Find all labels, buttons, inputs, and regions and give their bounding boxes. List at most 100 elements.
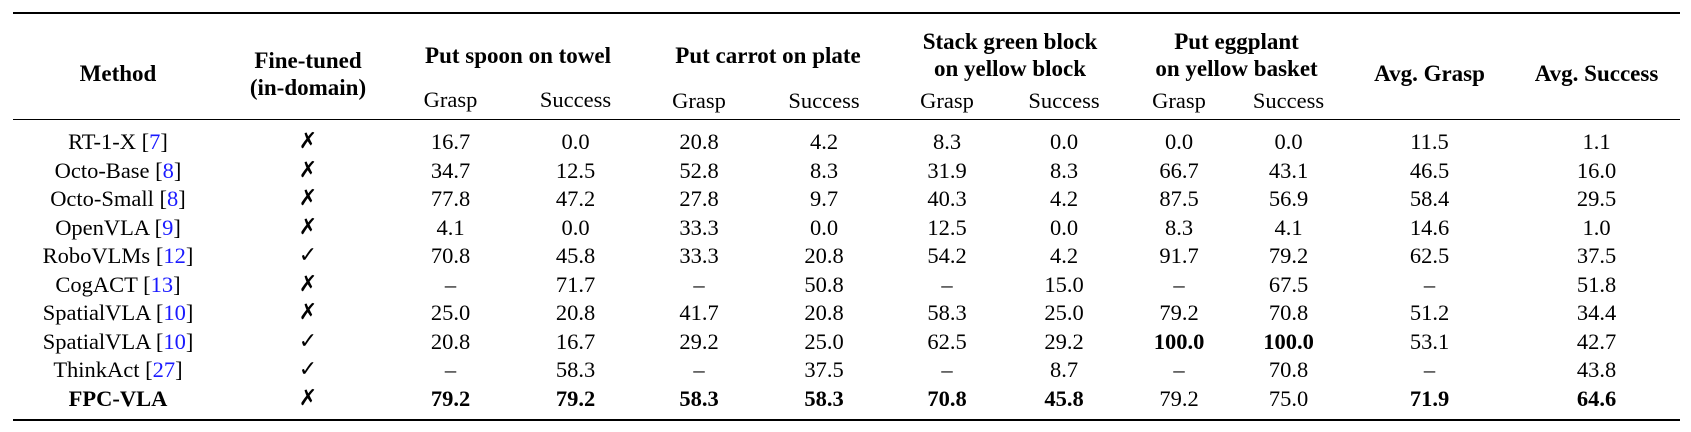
header-avg-success: Avg. Success: [1513, 12, 1681, 120]
cell-avg-grasp: 53.1: [1409, 328, 1450, 354]
cross-icon: ✗: [298, 129, 318, 154]
cell-eggplant-grasp: –: [1173, 357, 1185, 382]
cell-avg-success: 42.7: [1576, 328, 1617, 354]
checkmark-icon: ✓: [298, 328, 318, 354]
citation-link[interactable]: 12: [163, 243, 186, 268]
cell-carrot-grasp: 52.8: [679, 157, 719, 183]
cell-stack-grasp: 12.5: [927, 214, 967, 240]
method-name: SpatialVLA: [42, 300, 151, 325]
cell-stack-grasp: –: [941, 271, 953, 297]
method-name: SpatialVLA: [42, 328, 151, 354]
cell-spoon-success: 0.0: [561, 129, 590, 154]
cell-spoon-success: 47.2: [555, 186, 596, 211]
cell-stack-success: 0.0: [1049, 129, 1079, 154]
cell-avg-grasp: –: [1423, 271, 1436, 297]
cell-stack-success: 45.8: [1001, 384, 1128, 421]
citation-link[interactable]: 8: [167, 186, 179, 211]
cell-spoon-grasp: 79.2: [393, 384, 508, 421]
citation-link[interactable]: 27: [152, 357, 176, 382]
method-name: RT-1-X: [68, 129, 136, 154]
cell-avg-grasp: 46.5: [1409, 157, 1450, 183]
subheader-success: Success: [1001, 82, 1128, 120]
method-name: FPC-VLA: [68, 385, 168, 411]
cell-spoon-grasp: 4.1: [436, 214, 465, 240]
cell-avg-success: 43.8: [1576, 357, 1617, 382]
cell-spoon-success: 0.0: [561, 214, 590, 240]
cell-carrot-grasp: 20.8: [679, 129, 719, 154]
method-name: CogACT: [55, 271, 138, 297]
cell-avg-success: 1.1: [1582, 129, 1611, 154]
cell-spoon-grasp: 25.0: [430, 300, 471, 325]
cell-carrot-grasp: 41.7: [679, 300, 719, 325]
header-task-carrot: Put carrot on plate: [643, 12, 894, 82]
table-row: Octo-Base [8] ✗ 34.7 12.5 52.8 8.3 31.9 8.3 66.7…: [13, 157, 1680, 186]
cell-stack-grasp: 54.2: [927, 243, 967, 268]
cell-eggplant-success: 67.5: [1268, 271, 1309, 297]
citation-link[interactable]: 10: [163, 328, 186, 354]
method-name: RoboVLMs: [42, 243, 151, 268]
cell-stack-grasp: 62.5: [927, 328, 967, 354]
cell-spoon-success: 79.2: [508, 384, 644, 421]
subheader-grasp: Grasp: [893, 82, 1002, 120]
cell-stack-grasp: 70.8: [893, 384, 1002, 421]
citation-link[interactable]: 8: [162, 157, 174, 183]
cell-stack-grasp: –: [941, 357, 953, 382]
cell-carrot-grasp: 27.8: [679, 186, 719, 211]
cell-stack-grasp: 58.3: [927, 300, 967, 325]
cell-avg-grasp: 58.4: [1409, 186, 1450, 211]
cell-eggplant-grasp: 100.0: [1153, 328, 1205, 354]
citation-link[interactable]: 10: [163, 300, 186, 325]
cell-spoon-success: 45.8: [555, 243, 596, 268]
cross-icon: ✗: [223, 384, 393, 421]
cell-stack-success: 0.0: [1049, 214, 1079, 240]
cell-carrot-grasp: 29.2: [679, 328, 719, 354]
cell-avg-success: 1.0: [1582, 214, 1611, 240]
header-task-stack-line1: Stack green block: [922, 29, 1098, 54]
cell-stack-grasp: 8.3: [932, 129, 962, 154]
cell-eggplant-grasp: 91.7: [1159, 243, 1199, 268]
table-row: SpatialVLA [10] ✓ 20.8 16.7 29.2 25.0 62.5 29.2…: [13, 328, 1680, 357]
cell-carrot-success: 0.0: [809, 214, 839, 240]
checkmark-icon: ✓: [298, 243, 318, 268]
citation-link[interactable]: 13: [150, 271, 174, 297]
cell-stack-success: 4.2: [1049, 186, 1079, 211]
citation-link[interactable]: 9: [162, 214, 174, 240]
cell-eggplant-success: 70.8: [1268, 300, 1309, 325]
citation-link[interactable]: 7: [149, 129, 161, 154]
cross-icon: ✗: [298, 214, 318, 240]
cell-carrot-grasp: –: [693, 357, 705, 382]
table-row: RT-1-X [7] ✗ 16.7 0.0 20.8 4.2 8.3 0.0 0.0 0.0 11.…: [13, 120, 1680, 157]
cell-carrot-success: 9.7: [809, 186, 839, 211]
method-cell: Octo-Base [8]: [54, 157, 182, 183]
cross-icon: ✗: [298, 157, 318, 183]
cell-carrot-grasp: –: [693, 271, 705, 297]
checkmark-icon: ✓: [298, 357, 318, 382]
cell-carrot-success: 8.3: [809, 157, 839, 183]
method-cell: ThinkAct [27]: [53, 357, 183, 382]
cell-stack-grasp: 40.3: [927, 186, 967, 211]
cell-spoon-success: 58.3: [555, 357, 596, 382]
cell-eggplant-success: 75.0: [1231, 384, 1347, 421]
subheader-success: Success: [1231, 82, 1347, 120]
table-header: Method Fine-tuned (in-domain) Put spoon …: [13, 12, 1681, 120]
header-task-spoon: Put spoon on towel: [393, 12, 644, 82]
cell-eggplant-grasp: 8.3: [1164, 214, 1194, 240]
cell-stack-success: 8.3: [1049, 157, 1079, 183]
cell-stack-success: 15.0: [1044, 271, 1084, 297]
method-name: Octo-Small: [50, 186, 154, 211]
cell-avg-grasp: 62.5: [1409, 243, 1450, 268]
method-cell: OpenVLA [9]: [55, 214, 181, 240]
table-row: OpenVLA [9] ✗ 4.1 0.0 33.3 0.0 12.5 0.0 8.3 4.1 14…: [13, 214, 1680, 243]
method-name: Octo-Base: [54, 157, 150, 183]
cell-carrot-success: 25.0: [804, 328, 844, 354]
header-finetuned: Fine-tuned (in-domain): [223, 12, 393, 120]
table-row: ThinkAct [27] ✓ – 58.3 – 37.5 – 8.7 – 70.8 – 43.8: [13, 356, 1680, 385]
cross-icon: ✗: [298, 186, 318, 211]
header-task-eggplant-line2: on yellow basket: [1155, 56, 1318, 81]
method-name: OpenVLA: [55, 214, 149, 240]
cell-carrot-success: 20.8: [804, 300, 844, 325]
table-row: Octo-Small [8] ✗ 77.8 47.2 27.8 9.7 40.3 4.2 87.…: [13, 185, 1680, 214]
subheader-grasp: Grasp: [643, 82, 756, 120]
method-cell: CogACT [13]: [55, 271, 181, 297]
cell-carrot-success: 20.8: [804, 243, 844, 268]
